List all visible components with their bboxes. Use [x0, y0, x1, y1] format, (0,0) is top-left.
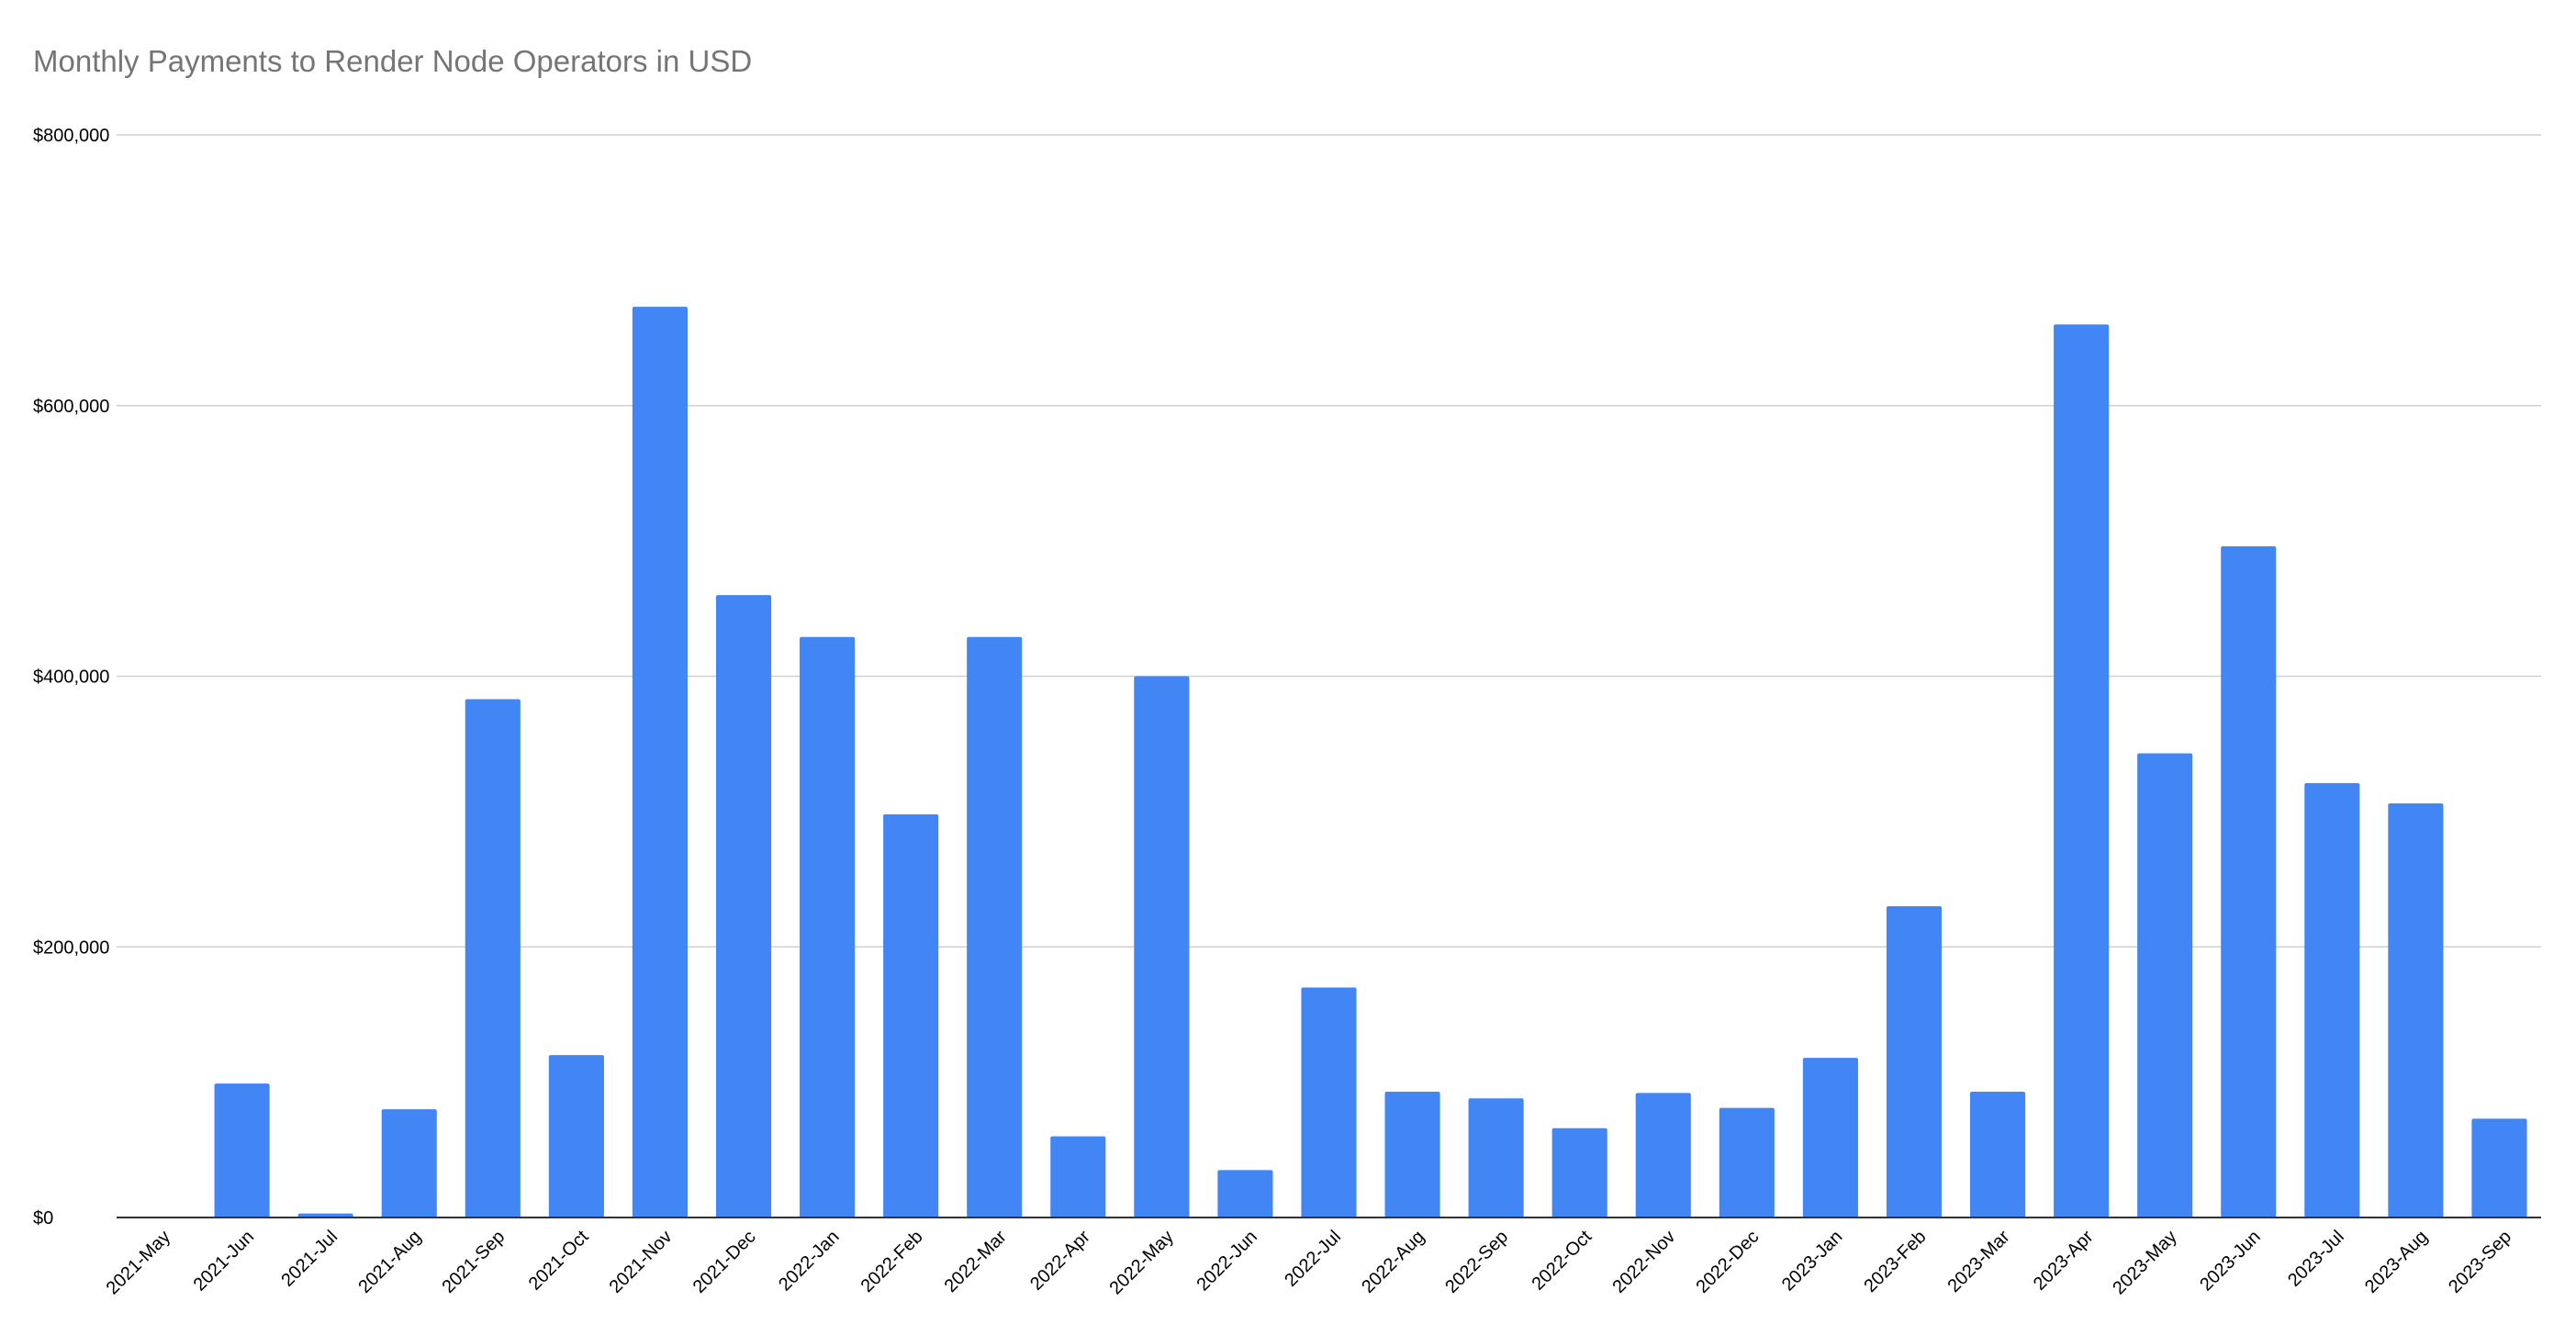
x-tick-label: 2021-Oct	[525, 1227, 593, 1295]
bar-2023-aug	[2388, 803, 2444, 1217]
x-tick-label: 2023-Jan	[1778, 1227, 1847, 1296]
bar-2023-mar	[1969, 1091, 2026, 1217]
chart-title: Monthly Payments to Render Node Operator…	[33, 44, 753, 78]
bar-2022-mar	[967, 636, 1023, 1217]
bar-2021-sep	[465, 699, 521, 1217]
y-tick-label: $600,000	[33, 397, 109, 417]
grid-lines	[117, 134, 2541, 948]
x-tick-label: 2022-Sep	[1441, 1227, 1512, 1297]
bars	[214, 307, 2527, 1217]
x-tick-label: 2022-Oct	[1529, 1227, 1596, 1295]
x-tick-label: 2022-May	[1105, 1227, 1177, 1298]
x-tick-label: 2023-Mar	[1943, 1227, 2013, 1296]
x-tick-label: 2022-Apr	[1026, 1227, 1094, 1295]
bar-2021-aug	[381, 1109, 437, 1217]
bar-2022-nov	[1635, 1093, 1691, 1217]
x-tick-label: 2022-Jan	[775, 1227, 844, 1296]
bar-2021-jul	[297, 1213, 353, 1217]
x-axis-tick-labels: 2021-May 2021-Jun 2021-Jul 2021-Aug 2021-Sep…	[103, 1227, 2515, 1299]
y-tick-label: $200,000	[33, 937, 109, 958]
x-tick-label: 2021-Jul	[277, 1227, 342, 1291]
x-tick-label: 2022-Nov	[1608, 1227, 1679, 1297]
x-tick-label: 2022-Dec	[1693, 1227, 1764, 1297]
x-tick-label: 2021-Dec	[689, 1227, 760, 1297]
bar-2021-jun	[214, 1083, 270, 1217]
y-axis-tick-labels: $0 $200,000 $400,000 $600,000 $800,000	[33, 126, 109, 1229]
x-tick-label: 2021-Nov	[606, 1227, 677, 1297]
bar-2023-jun	[2221, 546, 2277, 1217]
x-tick-label: 2022-Jul	[1281, 1227, 1345, 1291]
bar-2022-feb	[883, 813, 939, 1217]
x-tick-label: 2023-Jul	[2284, 1227, 2348, 1291]
x-tick-label: 2022-Feb	[857, 1227, 927, 1296]
bar-2022-jul	[1301, 987, 1357, 1217]
y-tick-label: $400,000	[33, 668, 109, 688]
x-tick-label: 2023-Aug	[2361, 1227, 2432, 1297]
bar-2022-jun	[1217, 1170, 1273, 1217]
x-tick-label: 2023-Jun	[2196, 1227, 2265, 1296]
x-tick-label: 2021-Jun	[190, 1227, 259, 1296]
bar-2022-aug	[1384, 1091, 1440, 1217]
x-tick-label: 2022-Aug	[1358, 1227, 1428, 1297]
y-tick-label: $0	[33, 1208, 53, 1229]
x-tick-label: 2023-Feb	[1860, 1227, 1930, 1296]
bar-2022-apr	[1050, 1136, 1106, 1217]
bar-2023-jul	[2304, 782, 2360, 1217]
bar-2022-jan	[800, 636, 856, 1217]
x-tick-label: 2023-Sep	[2445, 1227, 2515, 1297]
bar-2021-nov	[632, 307, 689, 1217]
x-tick-label: 2023-Apr	[2030, 1227, 2098, 1295]
x-tick-label: 2022-Mar	[941, 1227, 1011, 1296]
y-tick-label: $800,000	[33, 126, 109, 146]
x-tick-label: 2023-May	[2109, 1227, 2180, 1298]
x-tick-label: 2021-May	[103, 1227, 174, 1298]
bar-2023-apr	[2054, 324, 2110, 1217]
x-tick-label: 2022-Jun	[1193, 1227, 1261, 1296]
bar-2022-dec	[1719, 1107, 1775, 1217]
bar-2023-may	[2137, 753, 2193, 1217]
bar-2022-may	[1134, 676, 1190, 1217]
x-tick-label: 2021-Aug	[354, 1227, 425, 1297]
bar-2023-sep	[2471, 1118, 2527, 1217]
bar-2022-sep	[1468, 1098, 1524, 1217]
bar-2022-oct	[1551, 1128, 1607, 1217]
bar-2023-feb	[1886, 906, 1943, 1217]
bar-2021-oct	[548, 1055, 604, 1217]
bar-2023-jan	[1802, 1058, 1858, 1217]
bar-2021-dec	[715, 595, 772, 1217]
x-tick-label: 2021-Sep	[438, 1227, 509, 1297]
